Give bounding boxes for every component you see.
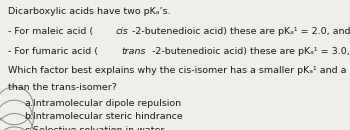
Text: - For maleic acid (: - For maleic acid ( — [8, 27, 93, 36]
Text: Intramolecular dipole repulsion: Intramolecular dipole repulsion — [33, 99, 181, 108]
Text: -2-butenedioic acid) these are pKₐ¹ = 2.0, and pKₐ² = 6.3: -2-butenedioic acid) these are pKₐ¹ = 2.… — [132, 27, 350, 36]
Text: - For fumaric acid (: - For fumaric acid ( — [8, 47, 98, 56]
Text: Selective solvation in water: Selective solvation in water — [33, 126, 164, 130]
Text: Which factor best explains why the cis-isomer has a smaller pKₐ¹ and a larger pK: Which factor best explains why the cis-i… — [8, 66, 350, 75]
Text: c.: c. — [24, 126, 32, 130]
Text: than the trans-isomer?: than the trans-isomer? — [8, 83, 117, 92]
Text: trans: trans — [121, 47, 146, 56]
Text: -2-butenedioic acid) these are pKₐ¹ = 3.0, and pKₐ² = 4.5: -2-butenedioic acid) these are pKₐ¹ = 3.… — [152, 47, 350, 56]
Text: b.: b. — [24, 112, 33, 121]
Text: Intramolecular steric hindrance: Intramolecular steric hindrance — [33, 112, 182, 121]
Text: cis: cis — [115, 27, 128, 36]
Text: a.: a. — [24, 99, 33, 108]
Text: Dicarboxylic acids have two pKₐ’s.: Dicarboxylic acids have two pKₐ’s. — [8, 7, 170, 16]
